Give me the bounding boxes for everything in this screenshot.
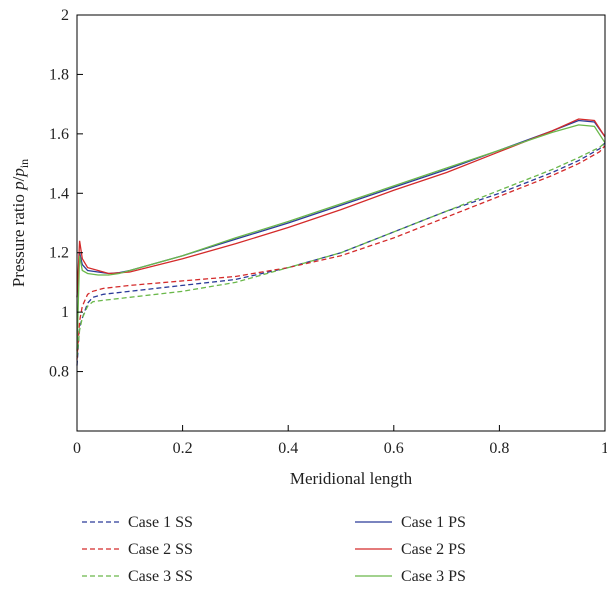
y-axis-title-prefix: Pressure ratio bbox=[9, 190, 28, 287]
series-line-case-3-ss bbox=[76, 142, 606, 357]
x-tick-label: 0.2 bbox=[173, 440, 193, 457]
y-axis-title-var: p bbox=[9, 181, 28, 191]
x-tick-label: 1 bbox=[601, 440, 607, 457]
plot-area bbox=[76, 14, 606, 432]
legend-label: Case 1 SS bbox=[128, 514, 193, 531]
series-layer bbox=[76, 118, 606, 366]
y-axis-title: Pressure ratio p/pin bbox=[9, 159, 31, 287]
legend-label: Case 3 SS bbox=[128, 568, 193, 585]
legend-label: Case 2 PS bbox=[401, 541, 466, 558]
y-tick-label: 1 bbox=[61, 304, 69, 321]
series-line-case-1-ps bbox=[76, 119, 606, 298]
y-tick-label: 1.6 bbox=[49, 126, 69, 143]
y-axis-title-var2: p bbox=[9, 168, 28, 178]
series-line-case-3-ps bbox=[76, 124, 606, 351]
x-tick-label: 0 bbox=[73, 440, 81, 457]
x-tick-label: 0.4 bbox=[278, 440, 298, 457]
y-axis-title-sub: in bbox=[17, 159, 31, 168]
y-tick-label: 2 bbox=[61, 7, 69, 24]
x-tick-label: 0.8 bbox=[489, 440, 509, 457]
x-tick-label: 0.6 bbox=[384, 440, 404, 457]
y-tick-label: 1.4 bbox=[49, 185, 69, 202]
y-tick-label: 1.2 bbox=[49, 245, 69, 262]
plot-frame bbox=[76, 14, 606, 432]
series-line-case-2-ss bbox=[76, 145, 606, 360]
series-line-case-2-ps bbox=[76, 118, 606, 298]
y-tick-label: 1.8 bbox=[49, 66, 69, 83]
x-axis-title: Meridional length bbox=[290, 469, 413, 488]
legend-label: Case 3 PS bbox=[401, 568, 466, 585]
y-tick-label: 0.8 bbox=[49, 364, 69, 381]
series-line-case-1-ss bbox=[76, 142, 606, 366]
legend: Case 1 SS Case 2 SS Case 3 SS Case 1 PS Case… bbox=[82, 514, 466, 585]
x-axis: 0 0.2 0.4 0.6 0.8 1 bbox=[73, 425, 607, 457]
y-axis: 0.8 1 1.2 1.4 1.6 1.8 2 bbox=[49, 7, 83, 381]
legend-label: Case 1 PS bbox=[401, 514, 466, 531]
legend-label: Case 2 SS bbox=[128, 541, 193, 558]
y-axis-title-slash: / bbox=[9, 176, 28, 181]
